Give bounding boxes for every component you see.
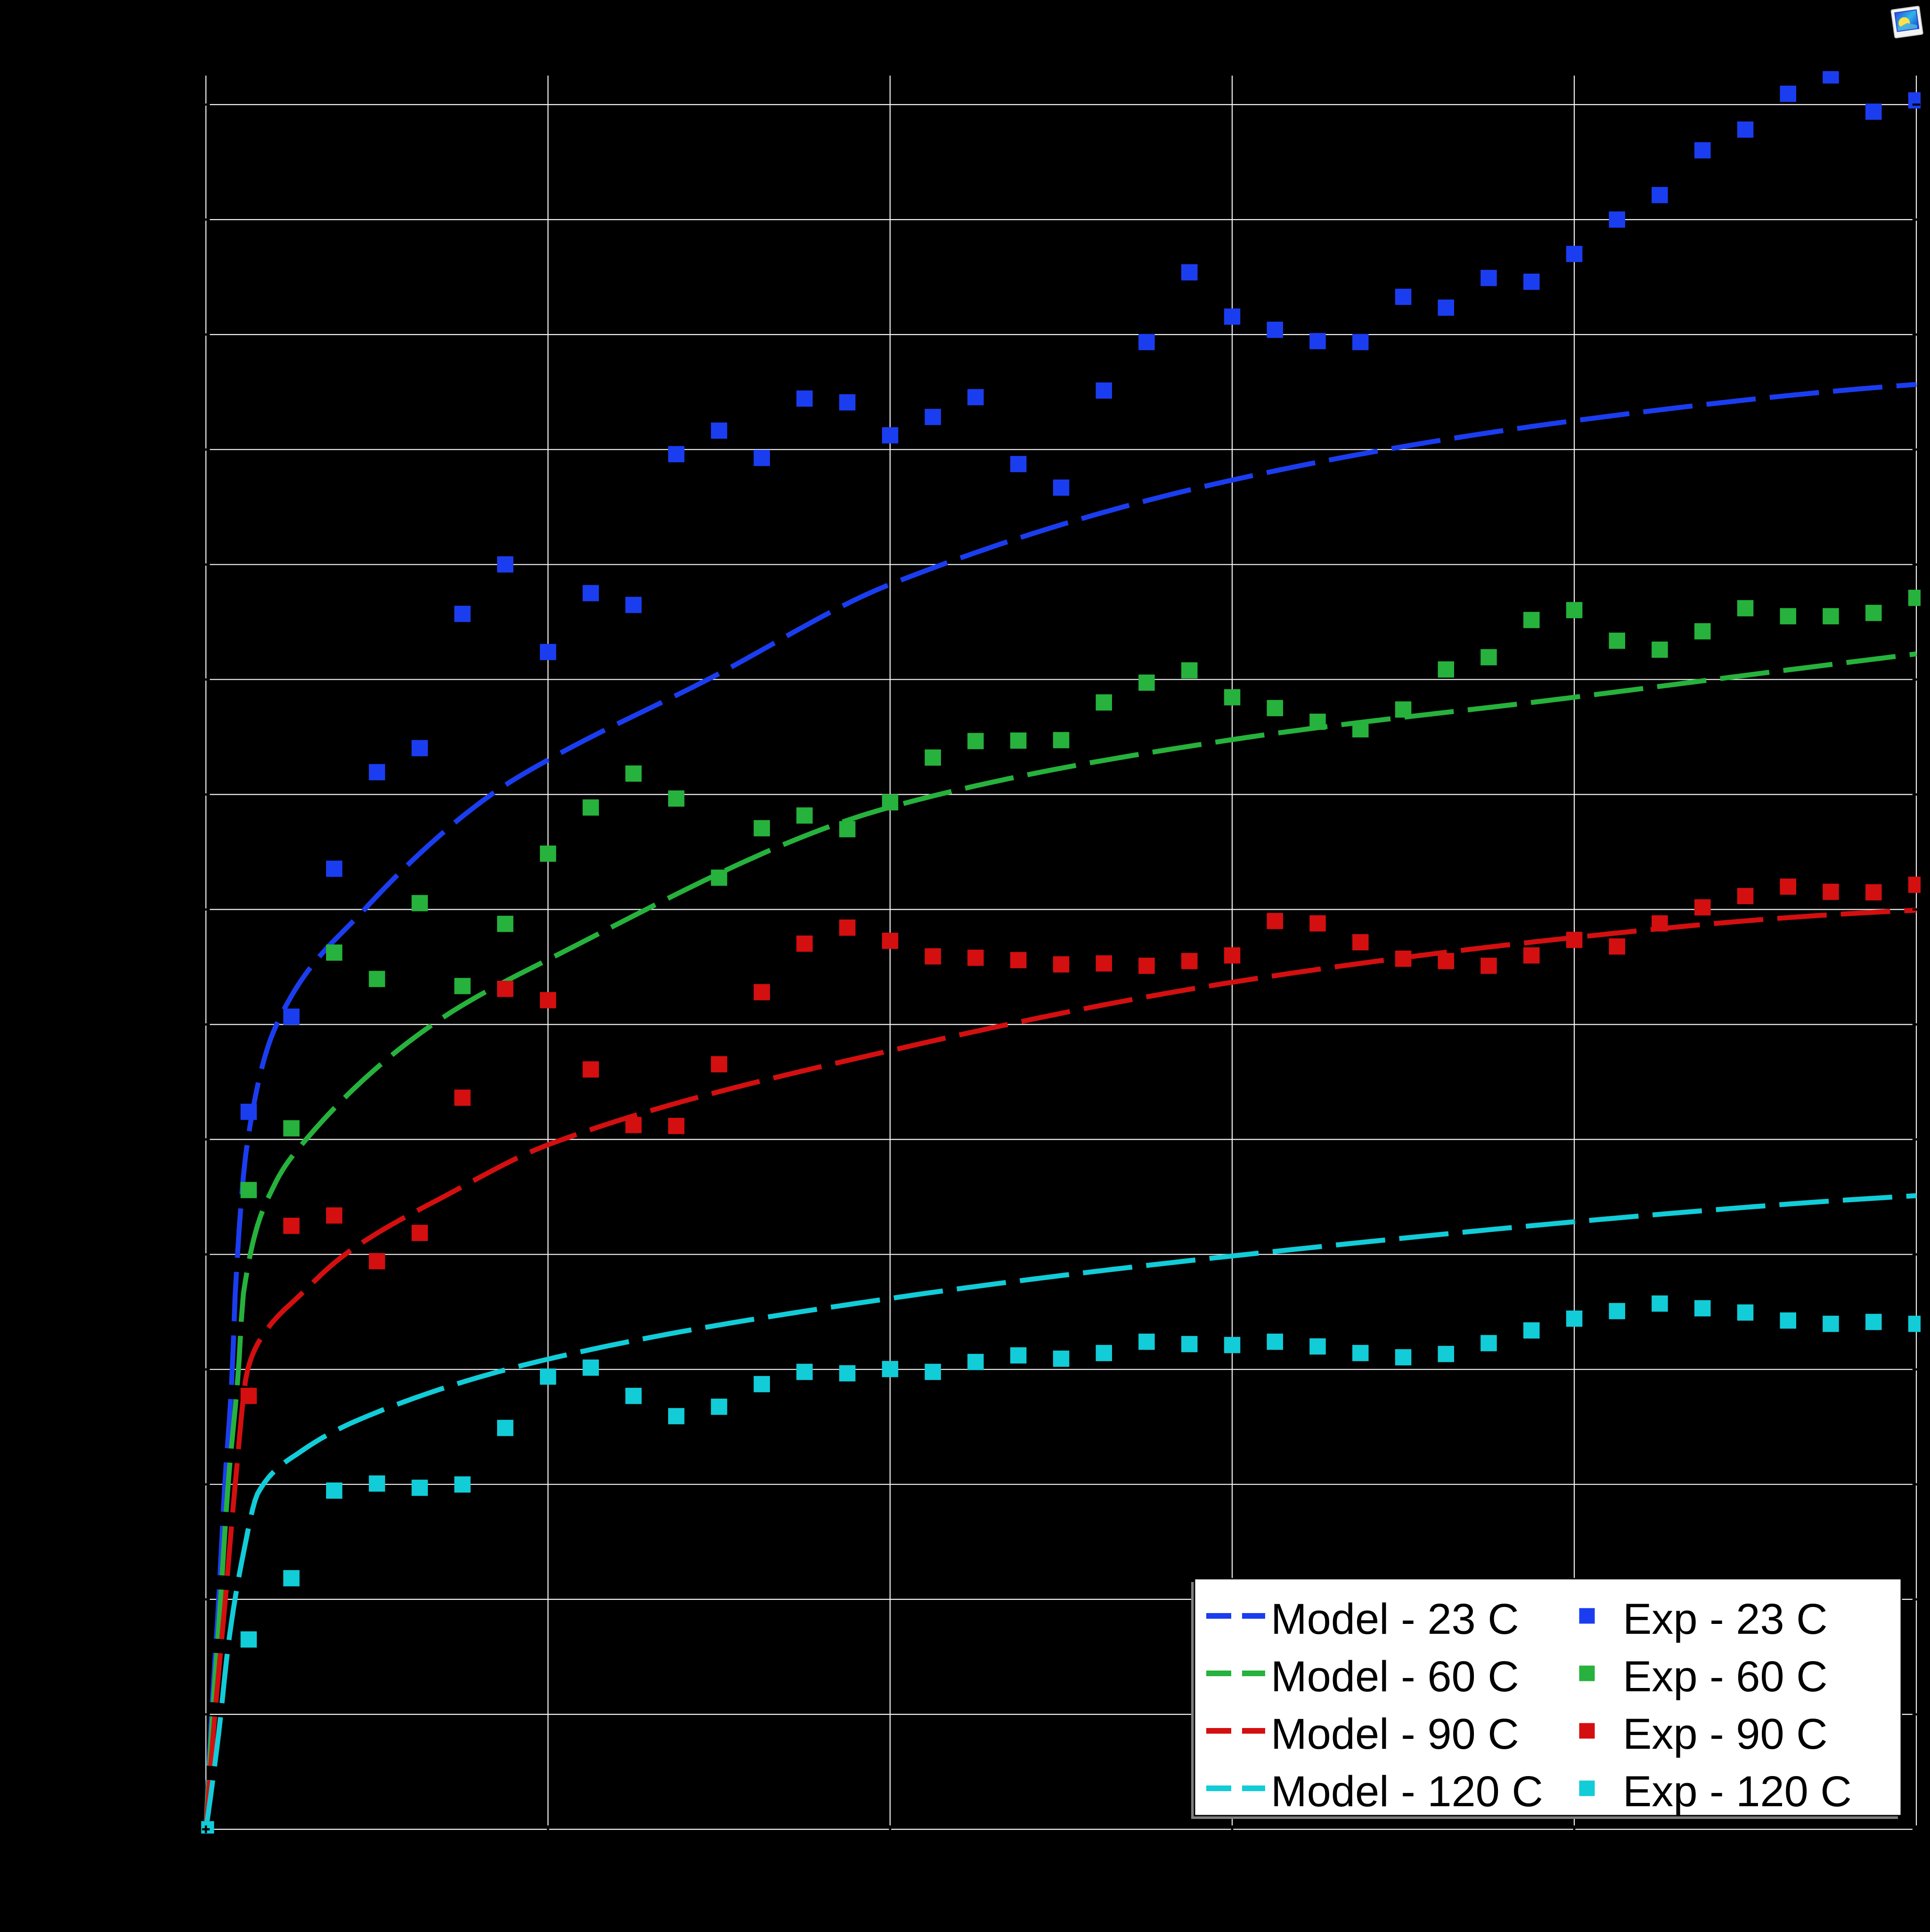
svg-text:Model - 90 C: Model - 90 C [1271,1710,1519,1758]
svg-text:Exp - 90 C: Exp - 90 C [1623,1710,1828,1758]
svg-text:Exp - 23 C: Exp - 23 C [1623,1595,1828,1643]
svg-text:Model - 60 C: Model - 60 C [1271,1653,1519,1701]
svg-text:Exp - 120 C: Exp - 120 C [1623,1768,1852,1816]
svg-text:Model - 120 C: Model - 120 C [1271,1768,1543,1816]
svg-text:Exp - 60 C: Exp - 60 C [1623,1653,1828,1701]
svg-text:Model - 23 C: Model - 23 C [1271,1595,1519,1643]
